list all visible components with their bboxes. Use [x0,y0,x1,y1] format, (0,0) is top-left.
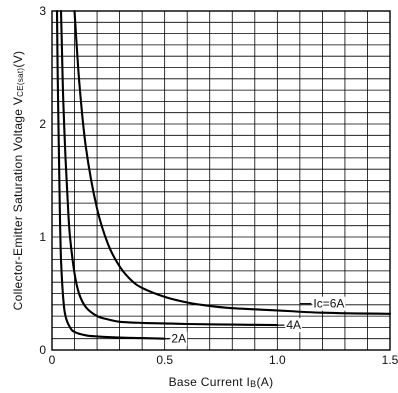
y-axis-title: Collector-Emitter Saturation Voltage VCE… [11,51,25,311]
curve-label: Ic=6A [313,297,344,311]
x-tick-label: 1.0 [269,353,286,367]
curve-label: 4A [286,318,301,332]
y-tick-label: 1 [39,230,46,244]
axis-ticks: 0 0.5 1.0 1.5 0 1 2 3 [39,4,398,367]
curve-labels: 2A 4A Ic=6A [164,296,346,346]
x-axis-title: Base Current IB(A) [169,375,274,389]
curve-label-background [285,318,303,333]
y-tick-label: 3 [39,4,46,18]
curve-2a [55,9,166,340]
curves [55,9,392,340]
curve-label: 2A [171,332,186,346]
x-tick-label: 0 [49,353,56,367]
x-tick-label: 0.5 [156,353,173,367]
plot-frame [51,10,391,351]
curve-label-background [312,296,346,311]
curve-4a [59,9,279,327]
x-tick-label: 1.5 [382,353,398,367]
grid-lines [52,11,390,350]
curve-ic-6a [73,9,392,315]
y-tick-label: 0 [39,343,46,357]
curve-label-background [170,331,188,346]
y-tick-label: 2 [39,117,46,131]
